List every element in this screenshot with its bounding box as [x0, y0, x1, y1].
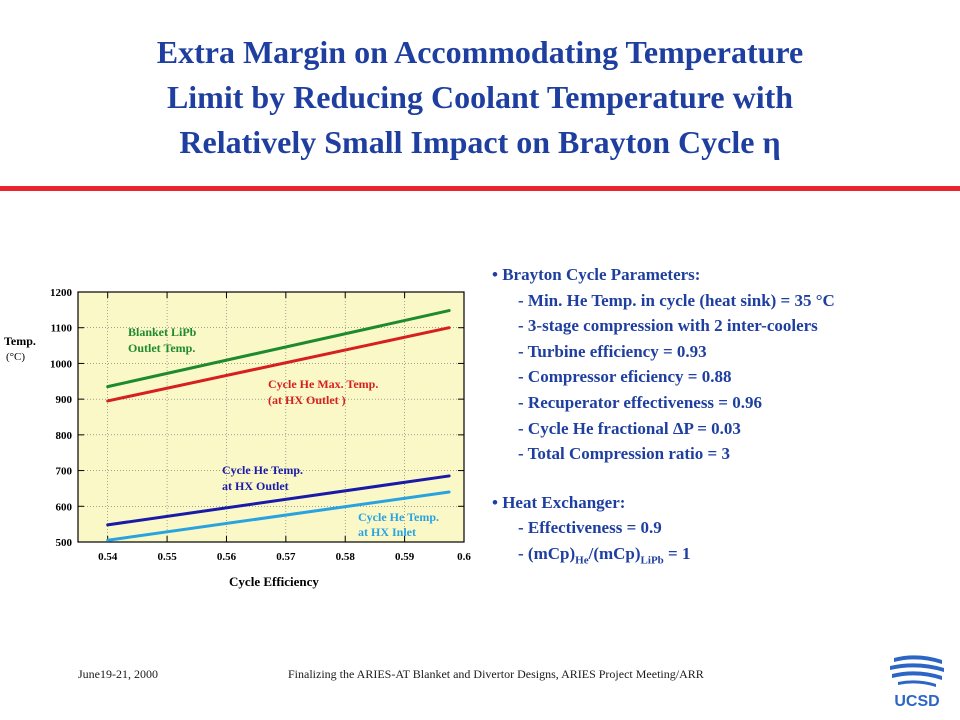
series-line-4	[106, 490, 451, 542]
legend-red-line1: Cycle He Max. Temp.	[268, 377, 378, 391]
x-tick-label: 0.55	[157, 551, 177, 563]
slide-title: Extra Margin on Accommodating Temperatur…	[60, 30, 900, 165]
y-tick-label: 900	[56, 394, 73, 406]
series-line-2	[106, 326, 451, 403]
hx-heading: • Heat Exchanger:	[492, 492, 626, 512]
ratio-sub-lipb: LiPb	[640, 554, 664, 567]
hx-item: - Effectiveness = 0.9	[518, 518, 662, 538]
legend-darkblue-line1: Cycle He Temp.	[222, 463, 303, 477]
x-tick-label: 0.58	[336, 551, 356, 563]
y-tick-label: 800	[56, 430, 73, 442]
grid	[78, 291, 465, 543]
legend-lightblue-line1: Cycle He Temp.	[358, 510, 439, 524]
brayton-item: - Total Compression ratio = 3	[518, 444, 730, 464]
title-line-1: Extra Margin on Accommodating Temperatur…	[156, 34, 804, 70]
brayton-item: - Turbine efficiency = 0.93	[518, 341, 707, 361]
x-tick-label: 0.54	[98, 551, 118, 563]
ratio-prefix: - (mCp)	[518, 543, 576, 563]
legend-darkblue-line2: at HX Outlet	[222, 479, 289, 493]
ratio-suffix: = 1	[663, 543, 691, 563]
y-tick-label: 1000	[50, 358, 73, 370]
ratio-sub-he: He	[575, 554, 589, 567]
series-line-1	[106, 309, 451, 389]
legend-lightblue-line2: at HX Inlet	[358, 525, 416, 539]
x-tick-label: 0.6	[457, 551, 471, 563]
x-tick-labels: 0.54 0.55 0.56 0.57 0.58 0.59 0.6	[98, 551, 471, 563]
footer-meeting: Finalizing the ARIES-AT Blanket and Dive…	[288, 667, 704, 681]
spacer	[492, 467, 952, 490]
x-tick-label: 0.59	[395, 551, 415, 563]
brayton-item: - Cycle He fractional ΔP = 0.03	[518, 418, 741, 438]
brayton-heading: • Brayton Cycle Parameters:	[492, 265, 701, 284]
legend-red-line2: (at HX Outlet )	[268, 393, 346, 407]
legend-green-line1: Blanket LiPb	[128, 325, 197, 339]
y-tick-label: 1100	[51, 323, 73, 335]
y-tick-label: 600	[56, 501, 73, 513]
ucsd-logo: UCSD	[890, 655, 944, 710]
x-axis-label: Cycle Efficiency	[229, 574, 319, 589]
y-tick-labels: 500 600 700 800 900 1000 1100 1200	[50, 287, 73, 549]
brayton-item: - 3-stage compression with 2 inter-coole…	[518, 316, 818, 336]
title-divider	[0, 186, 960, 191]
x-tick-label: 0.56	[217, 551, 237, 563]
ucsd-emblem-icon	[890, 655, 944, 687]
x-tick-label: 0.57	[276, 551, 296, 563]
title-line-3: Relatively Small Impact on Brayton Cycle…	[179, 124, 781, 160]
legend-green-line2: Outlet Temp.	[128, 341, 195, 355]
temperature-chart: 500 600 700 800 900 1000 1100 1200 0.54 0.55 0.56…	[4, 287, 471, 589]
brayton-item: - Compressor eficiency = 0.88	[518, 367, 732, 387]
brayton-item: - Recuperator effectiveness = 0.96	[518, 392, 762, 412]
y-tick-label: 700	[56, 466, 73, 478]
y-axis-unit: (°C)	[6, 351, 25, 363]
y-tick-label: 500	[56, 537, 73, 549]
hx-item-ratio: - (mCp)He/(mCp)LiPb = 1	[492, 541, 952, 574]
footer-date: June19-21, 2000	[78, 667, 158, 681]
series-line-3	[106, 474, 451, 527]
y-tick-label: 1200	[50, 287, 73, 299]
series-lines	[106, 309, 451, 542]
ucsd-logo-text: UCSD	[894, 693, 939, 710]
y-axis-label: Temp.	[4, 334, 36, 348]
title-line-2: Limit by Reducing Coolant Temperature wi…	[166, 79, 794, 115]
parameters-list: • Brayton Cycle Parameters: - Min. He Te…	[492, 262, 952, 574]
brayton-item: - Min. He Temp. in cycle (heat sink) = 3…	[518, 290, 835, 310]
ratio-mid: /(mCp)	[588, 543, 641, 563]
